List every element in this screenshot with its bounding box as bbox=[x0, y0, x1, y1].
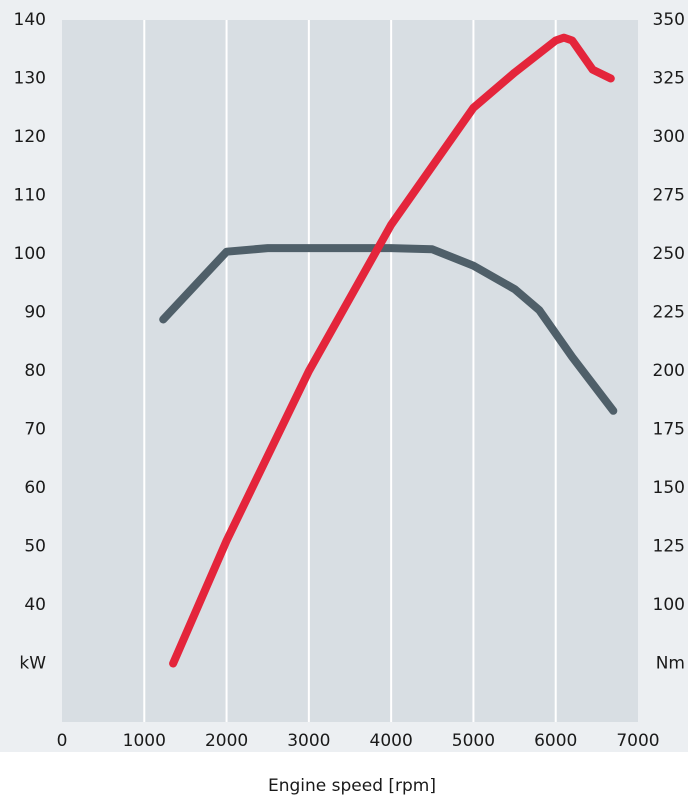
data-line bbox=[159, 244, 618, 415]
plot-area bbox=[62, 20, 638, 722]
x-tick-label: 3000 bbox=[287, 731, 330, 751]
y-tick-label: 140 bbox=[14, 10, 46, 30]
x-tick-label: 2000 bbox=[205, 731, 248, 751]
y-tick-label: kW bbox=[19, 654, 46, 674]
y-tick-label: 50 bbox=[24, 537, 46, 557]
x-tick-label: 5000 bbox=[452, 731, 495, 751]
y2-tick-label: 150 bbox=[653, 478, 685, 498]
y-tick-label: 90 bbox=[24, 303, 46, 323]
x-tick-label: 7000 bbox=[616, 731, 659, 751]
y2-tick-label: Nm bbox=[656, 654, 685, 674]
y-tick-label: 80 bbox=[24, 361, 46, 381]
x-axis-label: Engine speed [rpm] bbox=[268, 776, 436, 796]
data-line bbox=[169, 33, 615, 668]
y-tick-label: 120 bbox=[14, 127, 46, 147]
y2-tick-label: 275 bbox=[653, 186, 685, 206]
y2-tick-label: 125 bbox=[653, 537, 685, 557]
y-tick-label: 130 bbox=[14, 69, 46, 89]
y2-tick-label: 300 bbox=[653, 127, 685, 147]
y-tick-label: 70 bbox=[24, 420, 46, 440]
y2-tick-label: 250 bbox=[653, 244, 685, 264]
y2-tick-label: 100 bbox=[653, 595, 685, 615]
y2-tick-label: 175 bbox=[653, 420, 685, 440]
y2-tick-label: 350 bbox=[653, 10, 685, 30]
y-tick-label: 110 bbox=[14, 186, 46, 206]
x-tick-label: 4000 bbox=[370, 731, 413, 751]
y-tick-label: 100 bbox=[14, 244, 46, 264]
y2-tick-label: 325 bbox=[653, 69, 685, 89]
x-tick-label: 0 bbox=[57, 731, 68, 751]
y-tick-label: 60 bbox=[24, 478, 46, 498]
x-tick-label: 6000 bbox=[534, 731, 577, 751]
x-tick-label: 1000 bbox=[123, 731, 166, 751]
y-tick-label: 40 bbox=[24, 595, 46, 615]
y2-tick-label: 225 bbox=[653, 303, 685, 323]
y2-tick-label: 200 bbox=[653, 361, 685, 381]
